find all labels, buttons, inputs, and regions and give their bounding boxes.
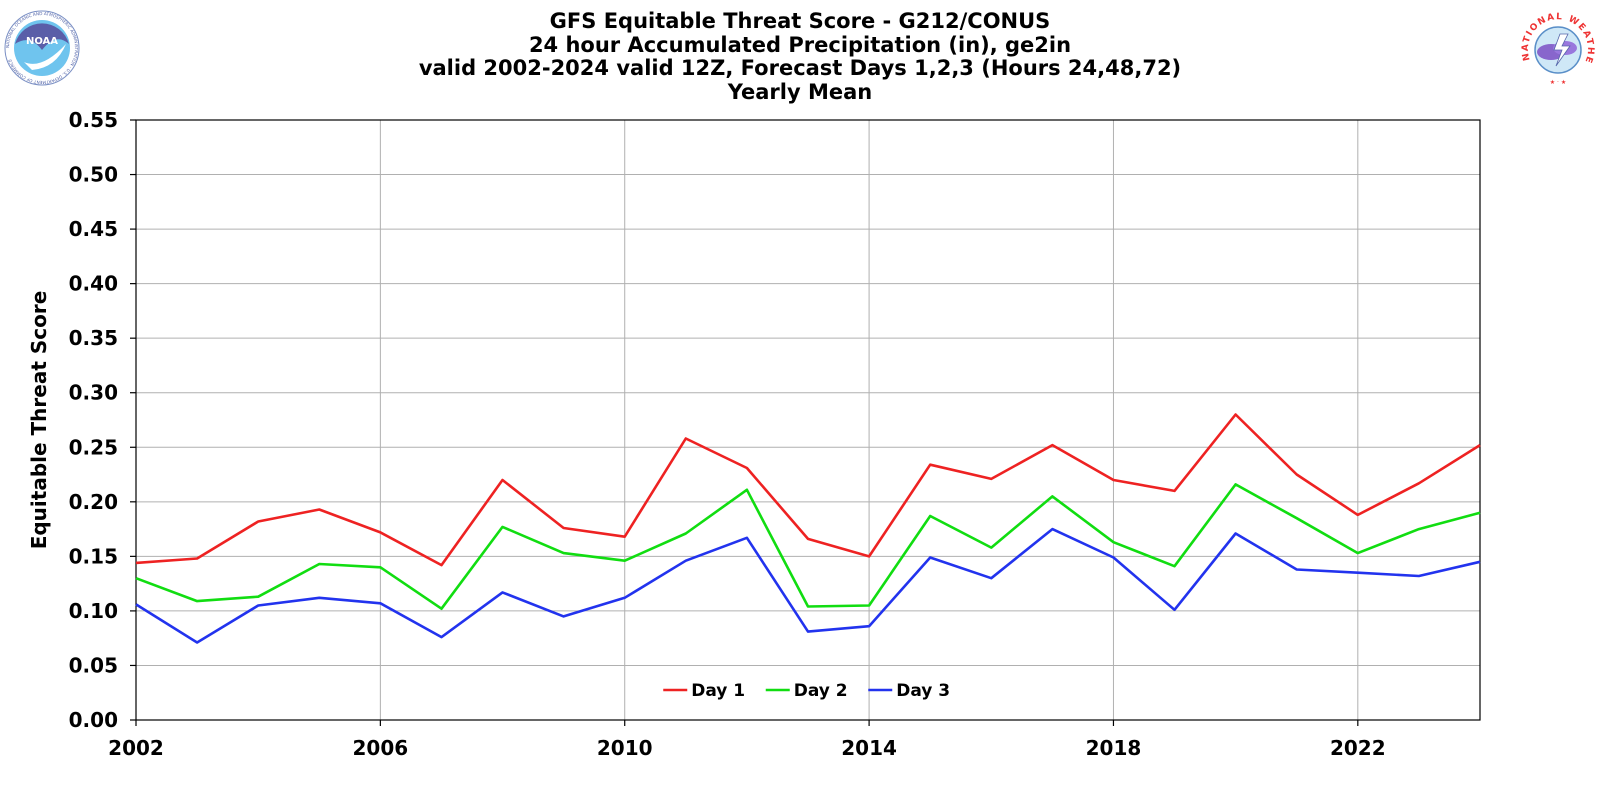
y-tick-label: 0.05 [69,653,118,677]
x-tick-label: 2022 [1330,736,1386,760]
x-tick-label: 2018 [1086,736,1142,760]
plot-frame [135,119,1481,721]
legend-label-day-1: Day 1 [691,681,745,701]
y-tick-label: 0.30 [69,381,118,405]
chart-title-block: GFS Equitable Threat Score - G212/CONUS … [0,9,1600,104]
y-tick-label: 0.50 [69,163,118,187]
noaa-wordmark: NOAA [26,36,58,47]
x-tick-label: 2010 [597,736,653,760]
y-tick-label: 0.45 [69,217,118,241]
y-tick-label: 0.35 [69,326,118,350]
chart-subtitle-variable: 24 hour Accumulated Precipitation (in), … [528,32,1072,57]
x-tick-label: 2006 [353,736,409,760]
chart-title: GFS Equitable Threat Score - G212/CONUS [549,9,1051,33]
series-line-day-3 [135,527,1481,644]
y-tick-label: 0.25 [69,435,118,459]
x-tick-label: 2014 [841,736,897,760]
y-tick-label: 0.00 [69,708,118,732]
y-tick-label: 0.10 [69,599,118,623]
legend-label-day-3: Day 3 [896,681,950,701]
y-tick-label: 0.55 [69,108,118,132]
series-line-day-1 [135,413,1481,567]
y-tick-label: 0.40 [69,272,118,296]
chart-subtitle-valid: valid 2002-2024 valid 12Z, Forecast Days… [418,56,1182,80]
noaa-logo: NATIONAL OCEANIC AND ATMOSPHERIC ADMINIS… [4,10,80,86]
chart-subtitle-mean: Yearly Mean [727,79,873,104]
y-tick-label: 0.15 [69,544,118,568]
nws-logo: NATIONAL WEATHER SERVICE ★ · ★ [1518,8,1594,86]
x-tick-label: 2002 [108,736,164,760]
plot-area [136,120,1480,720]
series-line-day-2 [135,483,1481,611]
svg-text:★ · ★: ★ · ★ [1550,79,1566,86]
y-axis-label: Equitable Threat Score [27,291,51,550]
y-tick-label: 0.20 [69,490,118,514]
legend-label-day-2: Day 2 [794,681,848,701]
